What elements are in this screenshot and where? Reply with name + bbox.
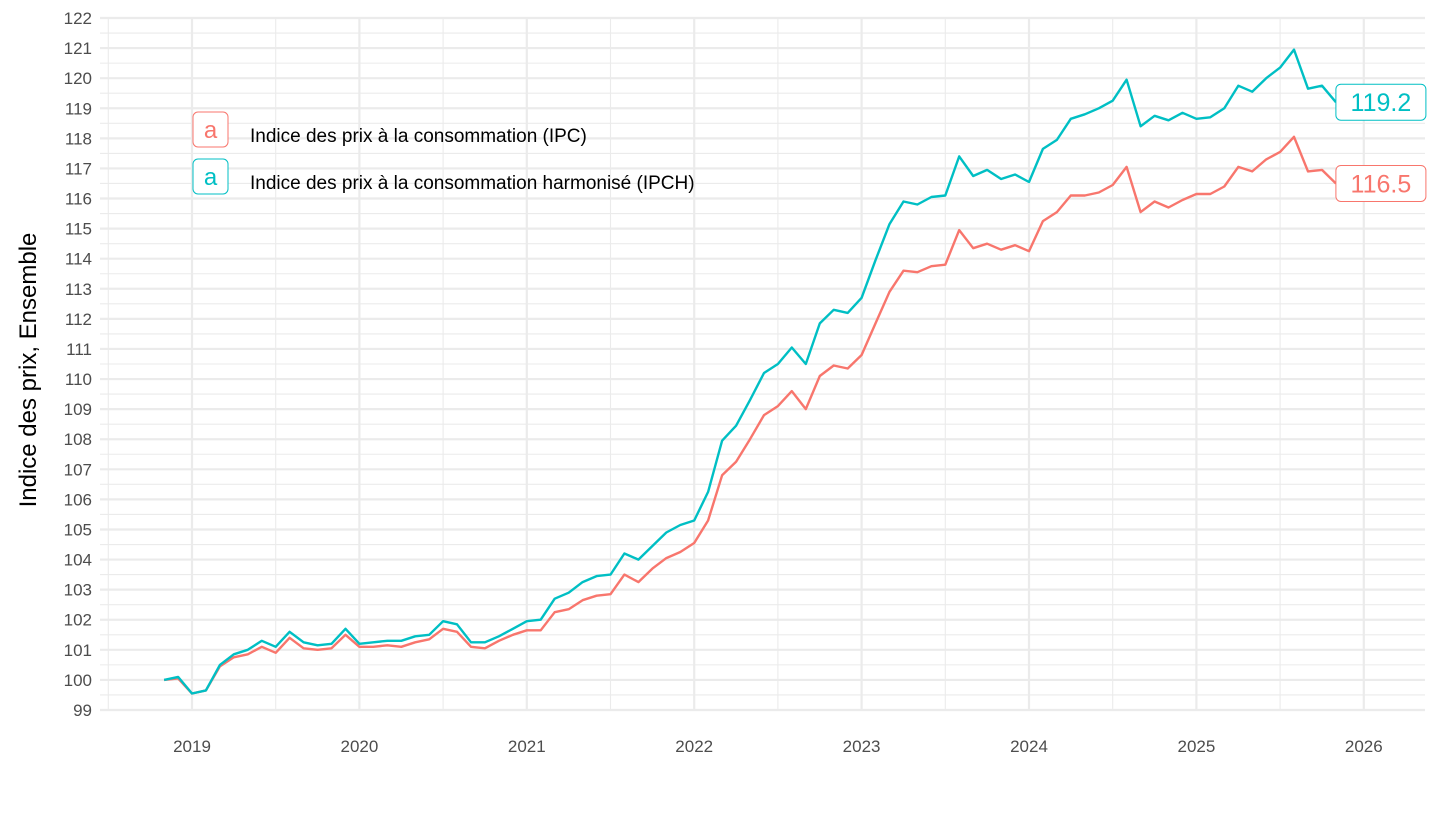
y-tick-label: 119	[65, 99, 92, 118]
y-tick-label: 105	[64, 520, 92, 539]
x-tick-label: 2021	[508, 737, 546, 756]
end-label-text: 119.2	[1351, 89, 1412, 117]
end-label-box	[1335, 164, 1427, 202]
y-tick-label: 117	[65, 159, 92, 178]
legend-key-glyph-ipc: a	[204, 117, 218, 144]
end-label-ipch: 119.2	[1335, 83, 1427, 121]
legend-key-glyph-ipch: a	[204, 164, 218, 191]
grid	[100, 16, 1425, 712]
y-axis-label: Indice des prix, Ensemble	[15, 233, 42, 508]
y-tick-label: 106	[64, 490, 92, 509]
end-label-box	[1335, 83, 1427, 121]
legend-label-ipc: Indice des prix à la consommation (IPC)	[250, 126, 587, 147]
y-tick-label: 101	[64, 641, 92, 660]
series-line-ipc	[163, 135, 1337, 695]
legend-key-ipch	[192, 158, 229, 195]
legend-item-ipch: a Indice des prix à la consommation harm…	[192, 158, 695, 195]
x-tick-label: 2023	[843, 737, 881, 756]
y-tick-label: 111	[66, 340, 92, 359]
y-tick-label: 112	[65, 310, 92, 329]
y-tick-label: 109	[64, 400, 92, 419]
y-tick-label: 100	[64, 671, 92, 690]
series-lines	[163, 48, 1337, 695]
y-tick-label: 110	[65, 370, 92, 389]
x-tick-label: 2020	[340, 737, 378, 756]
y-tick-label: 115	[65, 220, 92, 239]
y-axis-ticks: 99 100 101 102 103 104 105 106 107 108 109 110 111 11…	[64, 9, 92, 720]
y-tick-label: 118	[65, 129, 92, 148]
x-tick-label: 2022	[675, 737, 713, 756]
y-tick-label: 113	[65, 280, 92, 299]
y-tick-label: 103	[64, 581, 92, 600]
y-tick-label: 99	[73, 701, 92, 720]
y-tick-label: 108	[64, 430, 92, 449]
legend-label-ipch: Indice des prix à la consommation harmon…	[250, 173, 695, 194]
y-tick-label: 104	[64, 551, 92, 570]
y-tick-label: 107	[64, 460, 92, 479]
y-tick-label: 102	[64, 611, 92, 630]
legend: a Indice des prix à la consommation (IPC…	[192, 111, 695, 195]
y-tick-label: 122	[64, 9, 92, 28]
y-tick-label: 120	[64, 69, 92, 88]
y-tick-label: 114	[65, 250, 92, 269]
y-tick-label: 121	[64, 39, 92, 58]
x-axis-ticks: 2019 2020 2021 2022 2023 2024 2025 2026	[173, 737, 1383, 756]
y-tick-label: 116	[65, 190, 92, 209]
legend-key-ipc	[192, 111, 229, 148]
end-label-ipc: 116.5	[1335, 164, 1427, 202]
end-labels: 116.5 119.2	[1335, 83, 1427, 202]
series-line-ipch	[163, 48, 1337, 695]
x-tick-label: 2019	[173, 737, 211, 756]
x-tick-label: 2025	[1177, 737, 1215, 756]
x-tick-label: 2026	[1345, 737, 1383, 756]
x-tick-label: 2024	[1010, 737, 1048, 756]
end-label-text: 116.5	[1351, 170, 1412, 198]
legend-item-ipc: a Indice des prix à la consommation (IPC…	[192, 111, 587, 148]
